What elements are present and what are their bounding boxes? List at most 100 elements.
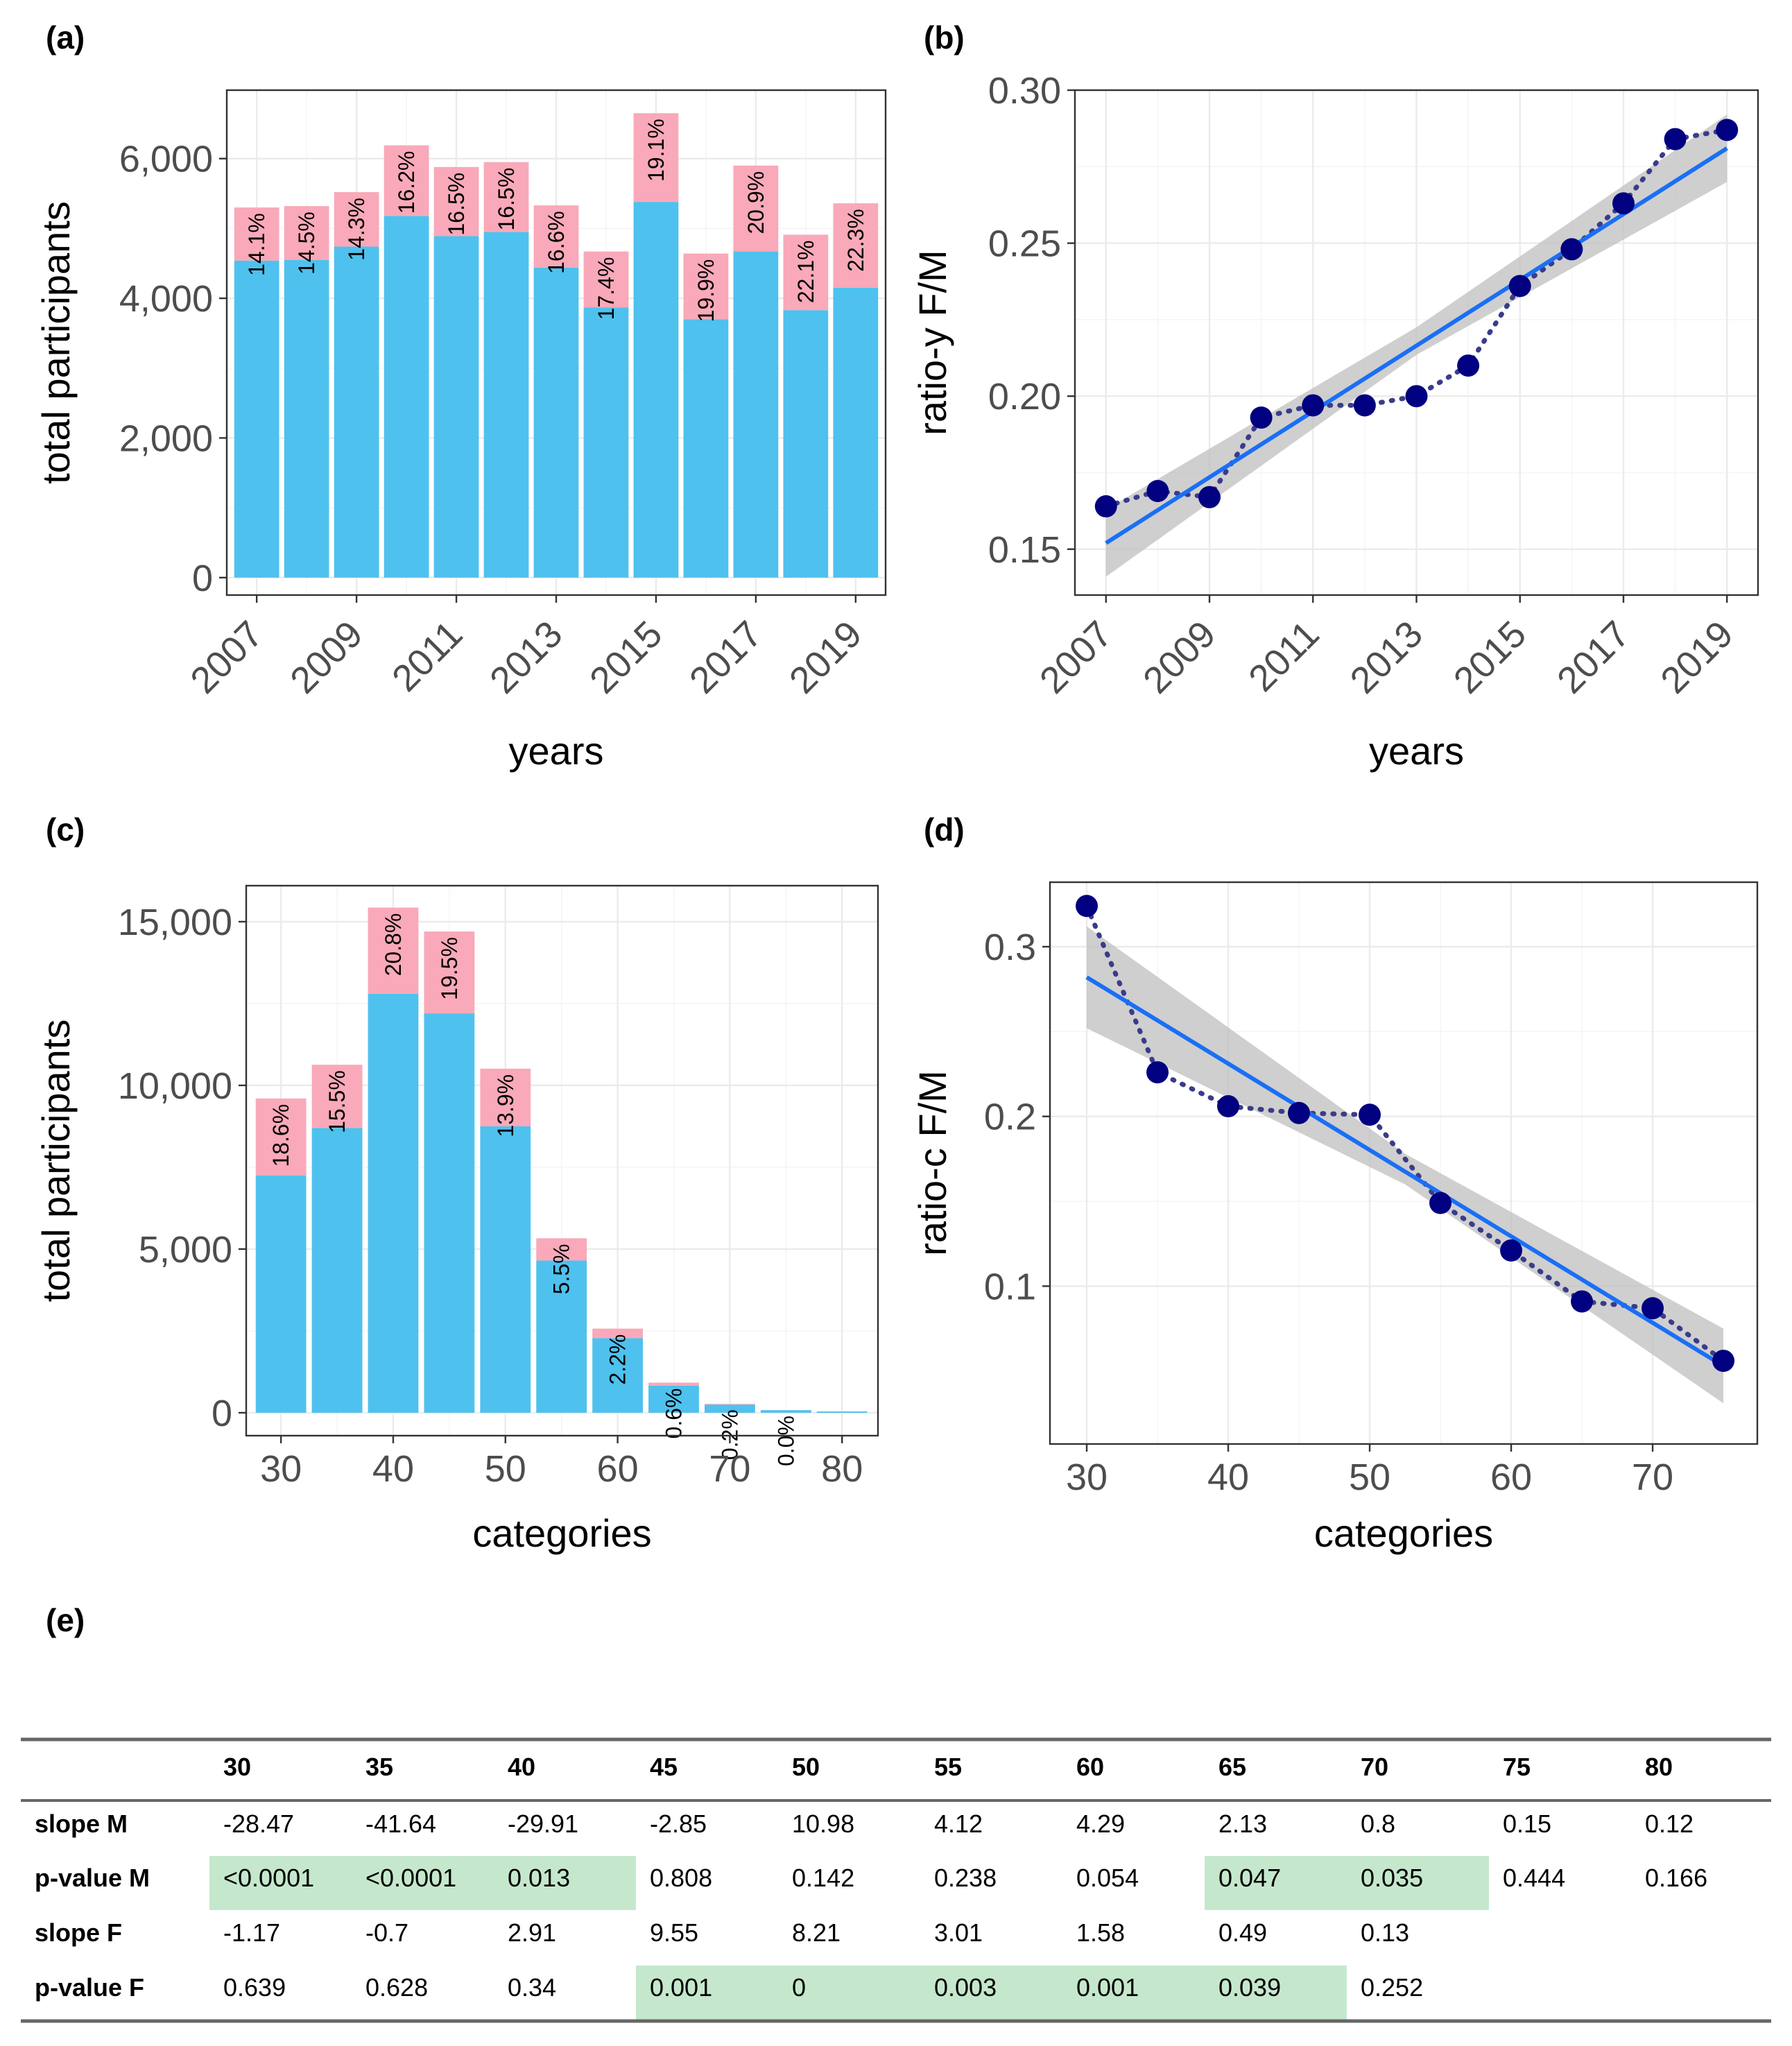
bar-percent-label: 16.6% [544,211,569,274]
bar-male [311,1128,363,1413]
bar-male [533,267,579,578]
bar-male [760,1410,811,1413]
table-cell: 0.808 [650,1864,712,1892]
table-cell: 4.12 [934,1809,983,1838]
y-axis-title: total participants [34,1020,78,1303]
bar-female [733,165,779,252]
panel-label: (e) [46,1602,85,1638]
bar-male [833,287,879,578]
data-point [1612,192,1635,215]
data-point [1250,406,1273,429]
table-cell: 0.001 [1076,1973,1139,2002]
bar-male [816,1411,868,1413]
table-cell: 0.15 [1503,1809,1551,1838]
bar-percent-label: 16.5% [494,168,519,231]
bar-percent-label: 19.9% [693,259,718,323]
bar-male [334,246,379,578]
y-tick-label: 15,000 [118,902,232,943]
bar-female [424,931,475,1014]
bar-female [483,162,529,232]
bar-percent-label: 19.5% [437,937,462,1000]
y-tick-label: 2,000 [119,418,213,459]
table-cell: -41.64 [365,1809,436,1838]
table-cell: -28.47 [223,1809,294,1838]
x-tick-label: 2015 [1446,613,1534,701]
bar-percent-label: 19.1% [644,119,669,182]
bar-female [583,251,629,308]
x-tick-label: 40 [1207,1456,1249,1498]
table-cell: 0.49 [1218,1918,1267,1947]
panel-label: (a) [46,19,85,55]
y-tick-label: 0.20 [988,376,1061,418]
bar-percent-label: 14.5% [294,212,319,275]
table-cell: 0.054 [1076,1864,1139,1892]
table-cell: 0.628 [365,1973,428,2002]
bar-percent-label: 18.6% [268,1104,293,1167]
bar-male [592,1338,644,1413]
table-cell: 0.444 [1503,1864,1565,1892]
bar-percent-label: 16.2% [394,151,419,214]
y-tick-label: 0.25 [988,223,1061,265]
panel-label: (d) [924,811,965,848]
bar-female [683,253,729,320]
table-cell: 4.29 [1076,1809,1125,1838]
bar-percent-label: 17.4% [594,257,619,320]
table-cell: -2.85 [650,1809,707,1838]
table-row-header: p-value F [35,1973,144,2002]
table-cell: 0.142 [792,1864,854,1892]
table-cell: 0.12 [1645,1809,1694,1838]
table-cell: 0.13 [1361,1918,1409,1947]
data-point [1076,895,1099,918]
bar-male [648,1385,699,1413]
scatter-b [1094,114,1739,577]
table-column-header: 45 [650,1753,678,1781]
bar-percent-label: 0.0% [773,1416,798,1466]
table-cell: -1.17 [223,1918,280,1947]
data-point [1288,1101,1311,1124]
data-point [1146,1061,1169,1084]
y-tick-label: 0.2 [984,1097,1036,1138]
data-point [1302,394,1325,417]
bar-percent-label: 15.5% [325,1070,350,1133]
table-row-header: slope M [35,1809,128,1838]
significant-cell-highlight [352,1856,494,1910]
bar-percent-label: 22.1% [793,240,818,303]
bar-male [683,319,729,578]
bar-percent-label: 5.5% [549,1244,574,1294]
table-column-header: 30 [223,1753,251,1781]
bar-percent-label: 22.3% [843,209,868,272]
table-column-header: 55 [934,1753,962,1781]
bar-percent-label: 2.2% [605,1334,630,1385]
x-tick-label: 2011 [384,613,471,700]
x-tick-label: 2007 [1032,613,1120,701]
significant-cell-highlight [209,1856,352,1910]
bar-female [783,234,829,311]
y-tick-label: 0.1 [984,1266,1036,1307]
table-cell: 0 [792,1973,806,2002]
bar-female [384,145,429,216]
axes-d: 0.1 0.2 0.3 30 40 50 60 70 categories ratio-c F/M [911,881,1759,1555]
table-cell: <0.0001 [223,1864,314,1892]
table-column-header: 70 [1361,1753,1388,1781]
x-axis-title: years [1369,729,1464,773]
bar-female [284,206,329,260]
x-tick-label: 2017 [682,613,770,701]
x-tick-label: 2013 [1343,613,1431,701]
data-point [1457,354,1480,377]
bar-female [633,113,679,203]
y-tick-label: 0 [212,1393,232,1434]
bar-male [633,202,679,578]
x-tick-label: 30 [260,1448,302,1490]
table-cell: 0.001 [650,1973,712,2002]
x-tick-label: 2009 [282,613,370,701]
table-cell: 1.58 [1076,1918,1125,1947]
table-column-header: 40 [508,1753,535,1781]
x-tick-label: 2015 [582,613,670,701]
bars-c: 18.6% 15.5% 20.8% 19.5% 13.9% 5.5% 2.2% 0.6% 0.2… [255,907,868,1466]
bar-male [705,1404,755,1413]
y-axis-title: ratio-y F/M [911,250,954,436]
table-row-header: slope F [35,1918,122,1947]
x-tick-label: 60 [597,1448,639,1490]
table-cell: 0.035 [1361,1864,1423,1892]
x-axis-title: categories [1314,1511,1493,1555]
